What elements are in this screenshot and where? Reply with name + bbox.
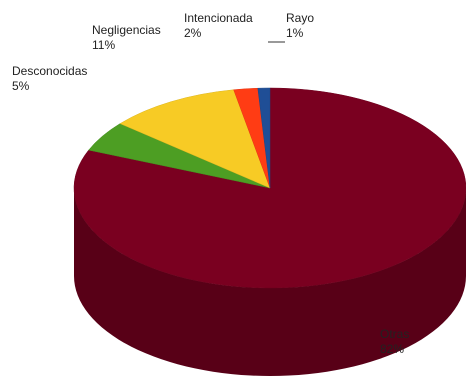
data-label-name-rayo: Rayo [286, 11, 314, 25]
data-label-value-rayo: 1% [286, 26, 304, 40]
data-label-rayo: Rayo 1% [286, 11, 314, 40]
data-label-name-desconocidas: Desconocidas [12, 64, 87, 78]
pie-side-otras [74, 188, 466, 376]
data-label-value-negligencias: 11% [92, 38, 115, 52]
pie-side-wall [74, 188, 466, 376]
pie-slice-negligencias [119, 89, 271, 189]
data-label-value-intencionada: 2% [184, 26, 202, 40]
data-label-negligencias: Negligencias 11% [92, 23, 161, 52]
pie-top-surface [73, 87, 466, 289]
data-label-desconocidas: Desconocidas 5% [12, 64, 87, 93]
data-label-value-otras: 82% [380, 342, 404, 356]
pie-slice-rayo [257, 87, 271, 189]
data-label-name-negligencias: Negligencias [92, 23, 161, 37]
data-label-name-intencionada: Intencionada [184, 11, 253, 25]
data-label-intencionada: Intencionada 2% [184, 11, 253, 40]
data-label-value-desconocidas: 5% [12, 79, 30, 93]
data-label-otras: Otras 82% [380, 327, 409, 356]
pie-labels: Otras 82%Desconocidas 5%Negligencias 11%Int… [12, 11, 409, 356]
data-label-name-otras: Otras [380, 327, 409, 341]
